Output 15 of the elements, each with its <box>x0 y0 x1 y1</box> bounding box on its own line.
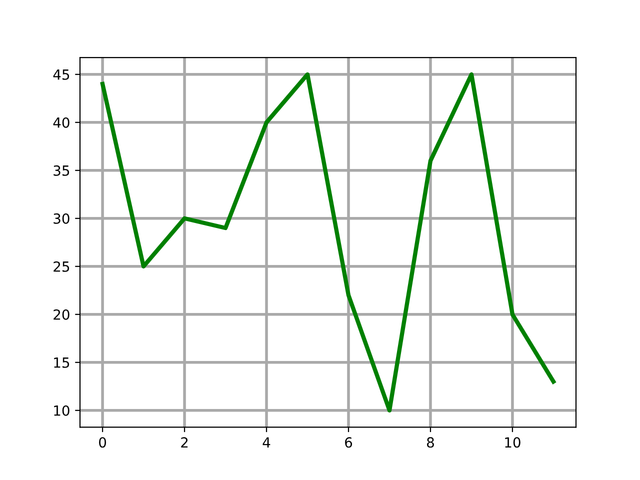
y-tick-label: 45 <box>53 70 70 80</box>
y-tick-label: 35 <box>54 165 70 176</box>
x-tick-label: 10 <box>505 437 520 448</box>
y-tick-label: 30 <box>54 213 70 224</box>
y-tick-label: 15 <box>54 358 70 368</box>
x-tick-label: 2 <box>181 437 188 448</box>
x-tick-label: 4 <box>262 437 270 448</box>
y-tick-label: 25 <box>54 261 70 272</box>
y-tick-label: 40 <box>53 117 70 128</box>
y-tick-label: 10 <box>54 405 70 416</box>
y-tick-label: 20 <box>54 309 70 320</box>
x-tick-label: 0 <box>99 437 106 448</box>
x-tick-label: 6 <box>345 437 352 448</box>
line-series <box>100 72 556 412</box>
x-tick-label: 8 <box>427 437 434 448</box>
